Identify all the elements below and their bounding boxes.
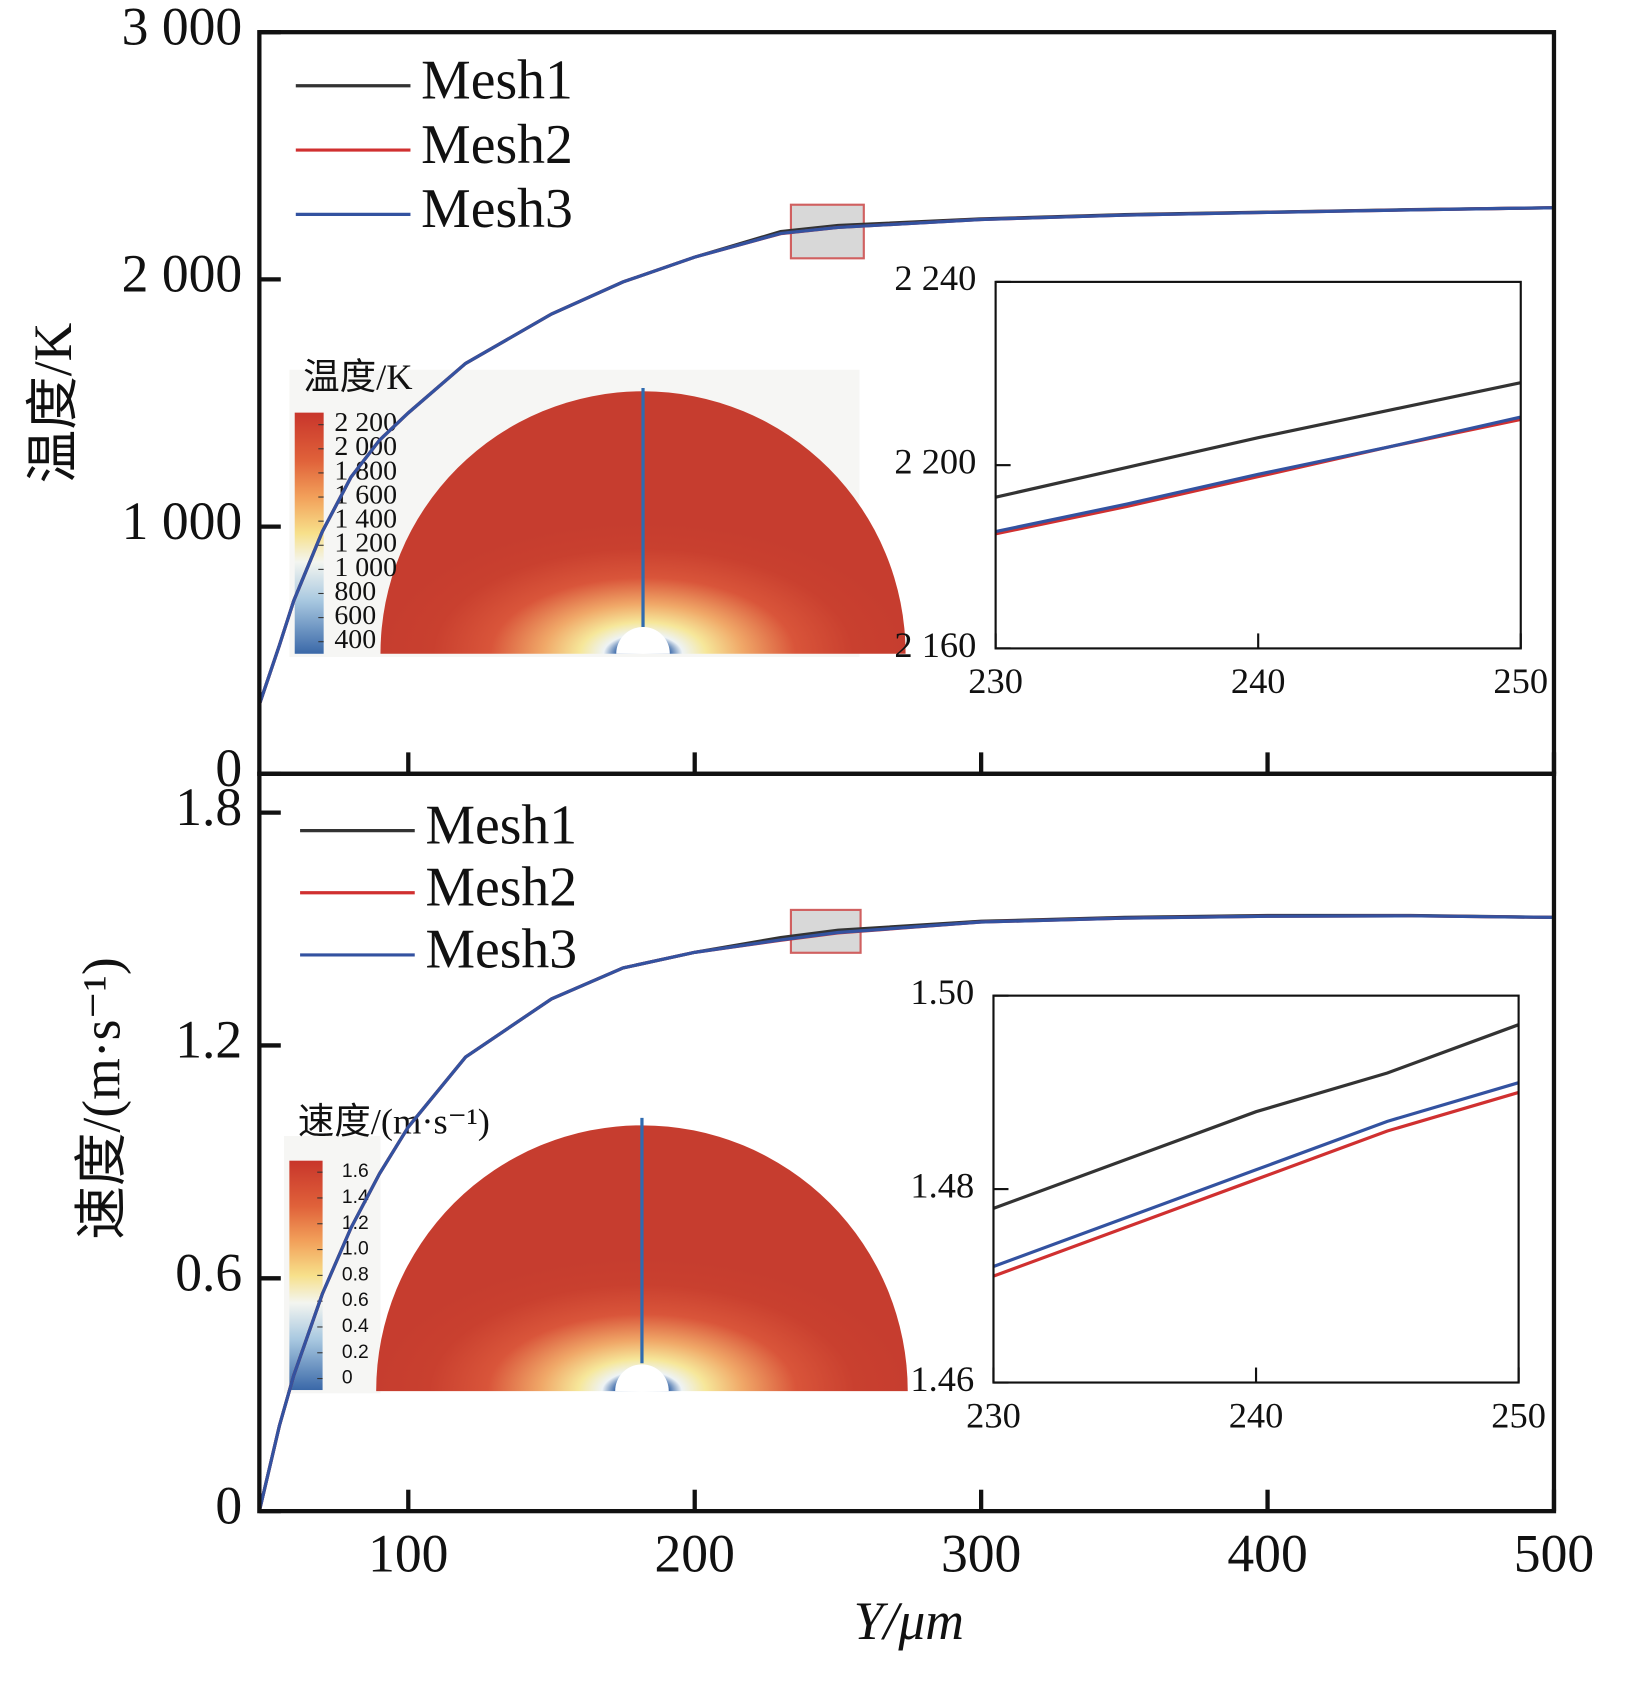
colorbar-title: 速度/(m·s⁻¹) <box>298 1102 490 1142</box>
series-line <box>992 1081 1520 1268</box>
colorbar-tick-label: 1 200 <box>334 528 397 559</box>
x-tick-label: 230 <box>966 1395 1021 1435</box>
x-tick-label: 250 <box>1491 1395 1546 1435</box>
x-tick-label: 300 <box>941 1524 1021 1584</box>
panel: 速度/(m·s⁻¹) 1.6 1.4 1.2 1.0 0.8 0.6 0.4 0.2 0 100 20… <box>71 771 1594 1651</box>
inset: 230 240 250 1.46 1.48 1.50 <box>910 972 1545 1435</box>
colorbar-title: 温度/K <box>303 357 412 397</box>
x-tick-label: 240 <box>1231 661 1286 701</box>
series-line <box>992 1090 1520 1278</box>
y-tick-label: 1.46 <box>910 1359 974 1399</box>
y-tick-label: 0 <box>215 1475 242 1535</box>
colorbar <box>289 1160 323 1391</box>
series-line <box>995 381 1522 499</box>
series-line <box>257 206 1555 706</box>
y-tick-label: 1.48 <box>910 1165 974 1205</box>
x-tick-label: 100 <box>368 1524 448 1584</box>
legend-label: Mesh1 <box>425 794 577 856</box>
colorbar-tick-label: 1.4 <box>342 1187 369 1208</box>
colorbar-tick-label: 0.2 <box>342 1342 369 1363</box>
colorbar-tick-label: 1 400 <box>334 504 397 535</box>
colorbar-tick-label: 0.4 <box>342 1316 369 1337</box>
x-tick-label: 230 <box>968 661 1023 701</box>
y-axis-label: 速度/(m·s⁻¹) <box>71 957 131 1239</box>
contour-top <box>289 369 906 657</box>
y-tick-label: 0 <box>215 738 242 798</box>
y-tick-label: 0.6 <box>175 1243 242 1303</box>
series-line <box>257 914 1554 1512</box>
inset: 230 240 250 2 160 2 200 2 240 <box>894 258 1548 701</box>
legend-label: Mesh1 <box>421 50 573 112</box>
colorbar-tick-label: 1.2 <box>342 1213 369 1234</box>
legend-label: Mesh3 <box>421 178 573 240</box>
y-tick-label: 1 000 <box>122 491 243 551</box>
x-tick-label: 240 <box>1229 1395 1284 1435</box>
colorbar-tick-label: 400 <box>334 624 376 655</box>
y-tick-label: 2 160 <box>894 625 976 665</box>
legend-label: Mesh3 <box>425 919 577 981</box>
colorbar-tick-label: 1 000 <box>334 552 397 583</box>
plot-frame <box>257 771 1557 1514</box>
inset-background <box>995 281 1521 649</box>
colorbar-tick-label: 600 <box>334 600 376 631</box>
x-tick-label: 400 <box>1227 1524 1307 1584</box>
legend-label: Mesh2 <box>425 857 577 919</box>
y-tick-label: 3 000 <box>122 0 243 56</box>
series-line <box>995 415 1522 534</box>
x-tick-label: 250 <box>1493 661 1548 701</box>
colorbar-tick-label: 800 <box>334 576 376 607</box>
y-tick-label: 1.8 <box>175 777 242 837</box>
x-axis-label: Y/μm <box>854 1591 964 1651</box>
colorbar-tick-label: 0.6 <box>342 1290 369 1311</box>
colorbar-tick-label: 1 600 <box>334 479 397 510</box>
x-tick-label: 500 <box>1514 1524 1594 1584</box>
colorbar-tick-label: 0 <box>342 1368 353 1389</box>
y-tick-label: 2 240 <box>894 258 976 298</box>
colorbar-tick-label: 0.8 <box>342 1264 369 1285</box>
series-line <box>992 1023 1520 1210</box>
colorbar <box>294 412 324 654</box>
y-tick-label: 1.50 <box>910 972 974 1012</box>
colorbar-tick-label: 1.6 <box>342 1161 369 1182</box>
y-tick-label: 1.2 <box>175 1010 242 1070</box>
inset-background <box>993 995 1519 1383</box>
x-tick-label: 200 <box>655 1524 735 1584</box>
y-axis-label: 温度/K <box>23 322 83 483</box>
legend-label: Mesh2 <box>421 114 573 176</box>
colorbar-tick-label: 1.0 <box>342 1239 369 1260</box>
y-tick-label: 2 000 <box>122 244 243 304</box>
y-tick-label: 2 200 <box>894 442 976 482</box>
